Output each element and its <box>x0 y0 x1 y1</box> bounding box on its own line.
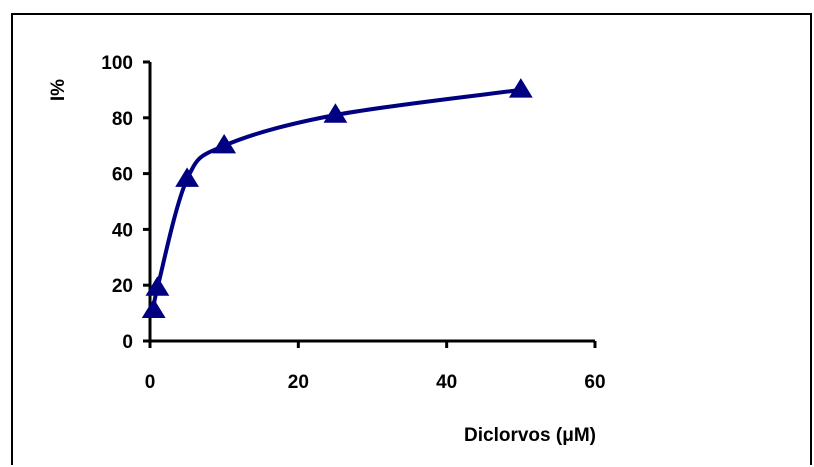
y-tick-label: 40 <box>112 220 133 241</box>
data-point-triangle <box>508 78 533 98</box>
y-tick-label: 0 <box>122 332 133 353</box>
data-point-triangle <box>175 167 199 187</box>
x-tick-label: 60 <box>584 372 605 393</box>
data-point-triangle <box>145 276 170 296</box>
series-group <box>141 78 533 319</box>
y-axis-title: I% <box>48 79 69 101</box>
data-point-triangle <box>323 103 348 123</box>
y-tick-label: 80 <box>112 109 133 130</box>
y-ticks: 0 20 40 60 80 100 <box>101 53 150 353</box>
x-tick-label: 20 <box>288 372 309 393</box>
x-tick-label: 40 <box>436 372 457 393</box>
x-tick-label: 0 <box>145 372 156 393</box>
x-axis-title: Diclorvos (μM) <box>464 425 596 446</box>
chart-frame <box>11 13 812 465</box>
y-tick-label: 100 <box>101 53 133 74</box>
series-line <box>151 87 522 311</box>
y-tick-label: 60 <box>112 165 133 186</box>
data-point-triangle <box>212 133 237 154</box>
data-point-triangle <box>141 298 166 319</box>
chart-axes <box>148 62 595 343</box>
x-ticks: 0 20 40 60 <box>145 341 606 393</box>
y-tick-label: 20 <box>112 276 133 297</box>
